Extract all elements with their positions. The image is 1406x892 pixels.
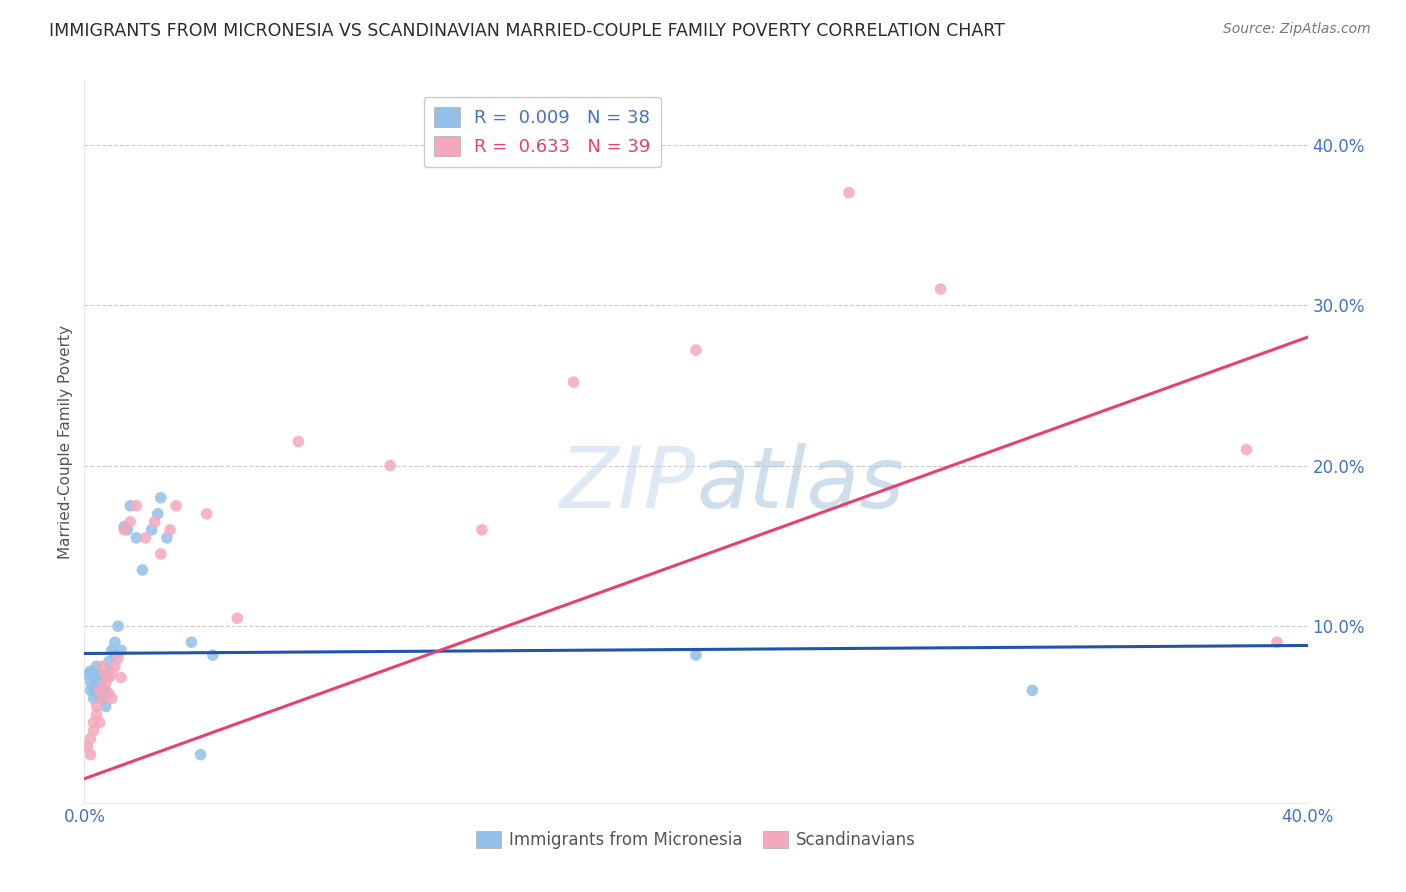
Point <box>79 683 101 698</box>
Text: atlas: atlas <box>696 443 904 526</box>
Point <box>91 659 114 673</box>
Point <box>83 680 105 694</box>
Legend: Immigrants from Micronesia, Scandinavians: Immigrants from Micronesia, Scandinavian… <box>470 824 922 856</box>
Point <box>685 343 707 357</box>
Point <box>76 739 98 754</box>
Point <box>471 523 494 537</box>
Point <box>159 523 181 537</box>
Point <box>86 699 108 714</box>
Point <box>83 723 105 738</box>
Point <box>94 683 117 698</box>
Point <box>685 648 707 662</box>
Point <box>201 648 224 662</box>
Point <box>94 675 117 690</box>
Point <box>146 507 169 521</box>
Point <box>94 699 117 714</box>
Point <box>149 547 172 561</box>
Point <box>107 651 129 665</box>
Point <box>120 499 142 513</box>
Point <box>86 707 108 722</box>
Point <box>180 635 202 649</box>
Point <box>86 683 108 698</box>
Point <box>125 531 148 545</box>
Point <box>929 282 952 296</box>
Point <box>110 643 132 657</box>
Point <box>91 691 114 706</box>
Point <box>91 691 114 706</box>
Text: Source: ZipAtlas.com: Source: ZipAtlas.com <box>1223 22 1371 37</box>
Point <box>1021 683 1043 698</box>
Point <box>141 523 163 537</box>
Point <box>104 648 127 662</box>
Point <box>131 563 153 577</box>
Point <box>97 664 120 678</box>
Point <box>838 186 860 200</box>
Point <box>149 491 172 505</box>
Point <box>101 643 124 657</box>
Point <box>91 683 114 698</box>
Point <box>110 671 132 685</box>
Point <box>89 691 111 706</box>
Point <box>104 659 127 673</box>
Point <box>135 531 157 545</box>
Point <box>97 671 120 685</box>
Point <box>112 523 135 537</box>
Point <box>83 715 105 730</box>
Point <box>79 731 101 746</box>
Point <box>1265 635 1288 649</box>
Point <box>156 531 179 545</box>
Point <box>380 458 402 473</box>
Point <box>79 747 101 762</box>
Point <box>195 507 218 521</box>
Point <box>86 659 108 673</box>
Point <box>165 499 187 513</box>
Point <box>143 515 166 529</box>
Point <box>562 375 585 389</box>
Y-axis label: Married-Couple Family Poverty: Married-Couple Family Poverty <box>58 325 73 558</box>
Point <box>125 499 148 513</box>
Point <box>104 635 127 649</box>
Point <box>83 691 105 706</box>
Point <box>107 619 129 633</box>
Point <box>94 667 117 681</box>
Point <box>83 671 105 685</box>
Point <box>97 687 120 701</box>
Text: ZIP: ZIP <box>560 443 696 526</box>
Point <box>97 655 120 669</box>
Point <box>112 519 135 533</box>
Point <box>79 675 101 690</box>
Point <box>101 691 124 706</box>
Point <box>1236 442 1258 457</box>
Point <box>120 515 142 529</box>
Point <box>89 715 111 730</box>
Point <box>79 664 101 678</box>
Text: IMMIGRANTS FROM MICRONESIA VS SCANDINAVIAN MARRIED-COUPLE FAMILY POVERTY CORRELA: IMMIGRANTS FROM MICRONESIA VS SCANDINAVI… <box>49 22 1005 40</box>
Point <box>190 747 212 762</box>
Point <box>94 671 117 685</box>
Point <box>76 667 98 681</box>
Point <box>101 667 124 681</box>
Point <box>89 675 111 690</box>
Point <box>287 434 309 449</box>
Point <box>115 523 138 537</box>
Point <box>89 683 111 698</box>
Point <box>226 611 249 625</box>
Point <box>89 667 111 681</box>
